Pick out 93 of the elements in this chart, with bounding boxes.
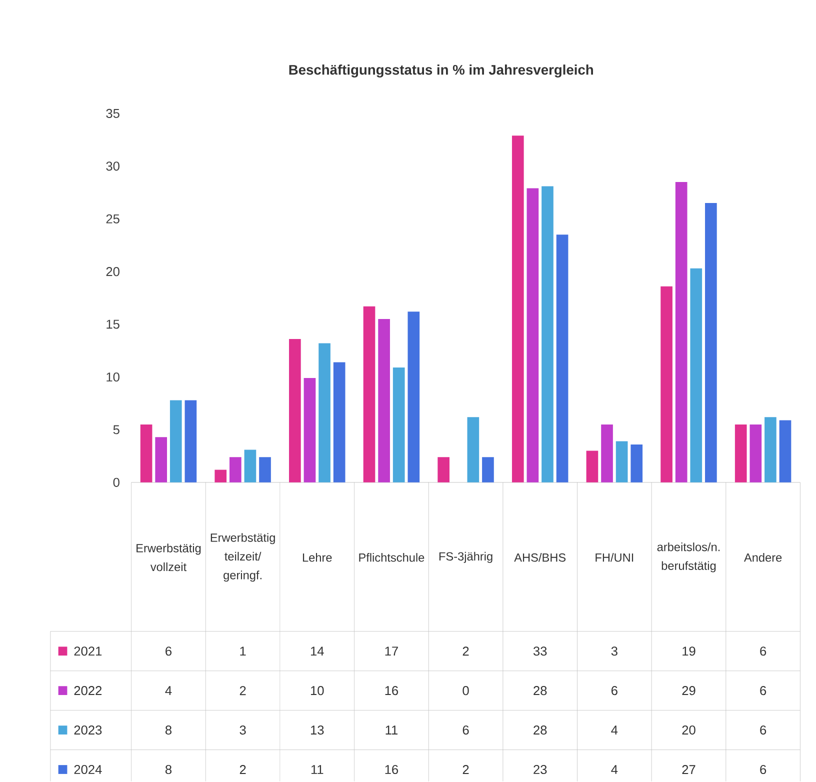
bar <box>304 378 316 483</box>
bar <box>392 368 405 483</box>
data-label: 8 <box>165 765 172 774</box>
bar <box>764 417 776 483</box>
data-label: 6 <box>612 686 618 696</box>
data-label: 1 <box>240 646 246 656</box>
x-tick-label: Lehre <box>302 553 332 562</box>
y-tick-label: 5 <box>113 425 120 434</box>
data-label: 4 <box>611 726 618 735</box>
y-tick-label: 25 <box>106 214 120 224</box>
y-tick-label: 35 <box>106 109 120 118</box>
bar <box>542 186 554 483</box>
x-tick-label: Pflichtschule <box>359 553 424 562</box>
x-tick-label: Andere <box>744 553 782 562</box>
legend-label: 2024 <box>74 765 102 774</box>
bar <box>214 470 227 483</box>
bar <box>675 182 688 483</box>
bar <box>408 312 420 483</box>
bar <box>750 424 762 483</box>
data-label: 11 <box>311 765 324 774</box>
x-tick-label: AHS/BHS <box>514 553 566 562</box>
bar <box>184 400 197 483</box>
data-label: 4 <box>611 765 618 774</box>
bar <box>244 450 256 483</box>
chart-title: Beschäftigungsstatus in % im Jahresvergleich <box>289 64 593 78</box>
data-label: 8 <box>165 726 172 735</box>
bar <box>140 424 152 483</box>
bar <box>586 451 598 483</box>
bar <box>734 424 747 483</box>
data-label: 6 <box>760 726 766 735</box>
x-tick-label: Erwerbstätig vollzeit <box>136 544 201 572</box>
data-label: 6 <box>760 646 766 656</box>
bar <box>259 457 271 483</box>
bar <box>378 319 390 483</box>
bar <box>512 136 524 483</box>
legend-label: 2021 <box>74 646 102 656</box>
bar <box>438 457 450 483</box>
data-label: 6 <box>462 726 469 735</box>
y-tick-label: 30 <box>106 162 120 171</box>
data-label: 27 <box>682 765 696 774</box>
bar <box>690 268 702 483</box>
bar <box>229 457 242 483</box>
bar <box>333 362 346 483</box>
data-label: 29 <box>682 686 696 696</box>
data-label: 17 <box>385 646 398 656</box>
y-tick-label: 15 <box>106 320 120 329</box>
y-tick-label: 20 <box>106 267 120 276</box>
data-label: 0 <box>462 686 469 696</box>
data-label: 2 <box>240 686 246 696</box>
y-tick-label: 0 <box>113 478 120 488</box>
bar <box>705 203 717 483</box>
bar <box>556 234 568 483</box>
bar <box>630 444 643 483</box>
bar <box>601 424 613 483</box>
data-label: 2 <box>240 765 246 774</box>
bar <box>467 417 480 483</box>
x-tick-label: arbeitslos/n. berufstätig <box>657 542 720 573</box>
legend-label: 2023 <box>74 726 102 735</box>
bar <box>170 400 182 483</box>
data-label: 11 <box>386 726 398 735</box>
legend-label: 2022 <box>74 686 102 696</box>
x-tick-label: FH/UNI <box>596 553 634 562</box>
data-label: 6 <box>760 686 766 696</box>
data-label: 23 <box>534 765 547 774</box>
bar <box>363 306 376 483</box>
data-label: 3 <box>240 726 246 735</box>
data-label: 2 <box>462 646 469 656</box>
bar <box>779 420 792 483</box>
data-label: 33 <box>533 646 547 656</box>
data-label: 19 <box>682 646 696 656</box>
data-label: 4 <box>165 686 172 696</box>
data-label: 28 <box>534 726 547 735</box>
data-label: 20 <box>682 726 696 735</box>
bar <box>616 442 628 483</box>
data-label: 10 <box>310 686 324 696</box>
bar <box>482 457 494 483</box>
bar <box>526 188 539 483</box>
x-tick-label: FS-3jährig <box>439 552 492 564</box>
data-label: 3 <box>611 646 618 656</box>
data-label: 13 <box>310 726 324 735</box>
bar <box>660 286 672 483</box>
data-label: 16 <box>385 686 398 696</box>
data-label: 28 <box>534 686 547 696</box>
y-tick-label: 10 <box>106 372 120 382</box>
data-label: 2 <box>462 765 469 774</box>
data-label: 6 <box>166 646 172 656</box>
bar <box>289 339 301 483</box>
data-label: 16 <box>385 765 398 774</box>
x-tick-label: Erwerbstätig teilzeit/geringf. <box>210 533 275 582</box>
data-label: 14 <box>310 646 324 656</box>
bar <box>318 343 330 483</box>
data-label: 6 <box>760 765 766 774</box>
bar <box>155 437 168 483</box>
